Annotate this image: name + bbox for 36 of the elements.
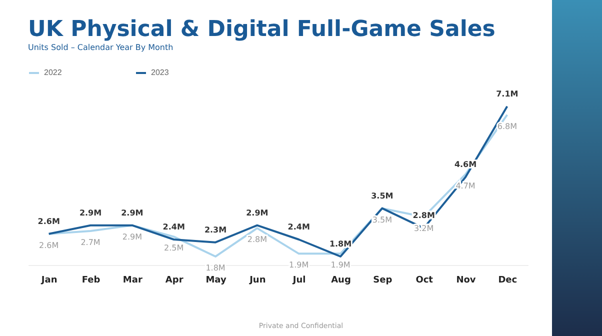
legend-label: 2023 [151, 68, 170, 77]
x-tick-label: Sep [373, 276, 393, 286]
x-tick-label: Dec [498, 276, 518, 286]
data-label: 2.4M [162, 222, 185, 232]
x-tick-label: Jan [40, 276, 58, 286]
x-tick-label: Jul [292, 276, 306, 286]
data-label: 1.9M [289, 260, 309, 270]
data-label: 2.9M [121, 208, 144, 218]
data-label: 2.9M [246, 208, 268, 218]
x-tick-label: May [206, 276, 226, 286]
data-label: 2.8M [247, 235, 268, 244]
data-label: 2.4M [288, 222, 310, 232]
data-label: 1.9M [330, 260, 350, 270]
data-label: 3.5M [372, 215, 392, 224]
data-label: 2.5M [164, 244, 184, 253]
data-label: 3.2M [414, 224, 434, 233]
legend-label: 2022 [44, 68, 62, 77]
x-tick-label: Jun [248, 276, 266, 286]
data-label: 1.8M [206, 264, 226, 272]
data-label: 1.8M [329, 240, 352, 248]
data-label: 2.3M [204, 225, 227, 234]
data-label: 2.6M [39, 240, 59, 250]
x-tick-label: Mar [122, 276, 143, 286]
x-tick-label: Nov [456, 276, 476, 286]
chart-subtitle: Units Sold – Calendar Year By Month [28, 43, 174, 52]
data-label: 2.6M [38, 216, 60, 226]
x-tick-label: Aug [331, 276, 351, 286]
data-label: 2.7M [80, 238, 100, 247]
chart-title: UK Physical & Digital Full-Game Sales [28, 17, 496, 42]
data-label: 2.9M [79, 208, 102, 218]
data-label: 3.5M [371, 191, 394, 200]
data-label: 7.1M [496, 89, 518, 98]
data-label: 2.9M [122, 232, 142, 242]
x-tick-label: Apr [165, 276, 184, 286]
x-tick-label: Oct [416, 276, 434, 286]
x-tick-label: Feb [82, 276, 101, 286]
